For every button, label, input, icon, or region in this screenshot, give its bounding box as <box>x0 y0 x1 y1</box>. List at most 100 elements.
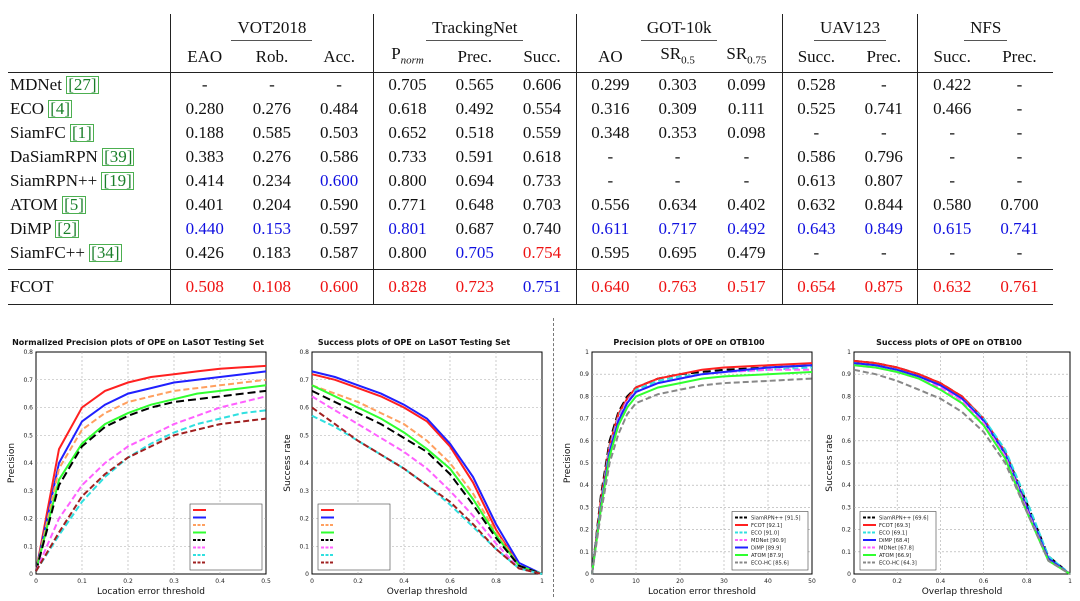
group-label: VOT2018 <box>231 16 313 41</box>
results-table-section: VOT2018 TrackingNet GOT-10k UAV123 NFS E… <box>0 0 1080 306</box>
table-cell: 0.402 <box>727 195 766 215</box>
metric-header-subscript: norm <box>400 54 424 67</box>
x-tick-label: 1 <box>1068 578 1072 585</box>
metric-header: Succ. <box>917 42 986 74</box>
x-tick-label: 10 <box>632 578 640 585</box>
table-cell: 0.276 <box>252 99 292 119</box>
results-table: VOT2018 TrackingNet GOT-10k UAV123 NFS E… <box>8 14 1053 306</box>
table-cell: 0.204 <box>252 195 292 215</box>
table-cell: 0.426 <box>170 241 239 270</box>
tracker-name-cell: DiMP [2] <box>8 217 171 241</box>
table-cell: 0.414 <box>170 169 239 194</box>
x-axis-label: Overlap threshold <box>387 587 468 597</box>
group-header-uav123: UAV123 <box>781 14 918 42</box>
table-cell: 0.234 <box>252 171 292 191</box>
table-cell: 0.648 <box>455 195 494 215</box>
citation-link[interactable]: [27] <box>66 75 99 95</box>
citation-link[interactable]: [34] <box>89 243 122 263</box>
table-cell: - <box>880 123 887 143</box>
plot-title: Success plots of OPE on LaSOT Testing Se… <box>317 338 511 347</box>
table-cell: 0.528 <box>781 72 851 98</box>
legend-label: MDNet [90.9] <box>751 538 786 544</box>
metric-header-subscript: 0.5 <box>681 54 695 67</box>
citation-number: 5 <box>69 195 79 215</box>
x-tick-label: 0.5 <box>261 578 271 585</box>
series-line <box>35 389 267 572</box>
metric-header: SR0.5 <box>644 42 712 74</box>
x-tick-label: 0 <box>590 578 594 585</box>
group-header-nfs: NFS <box>917 14 1053 42</box>
table-cell: 0.597 <box>320 219 359 239</box>
table-cell: - <box>575 169 645 194</box>
plot-title: Normalized Precision plots of OPE on LaS… <box>12 338 264 347</box>
series-line <box>311 395 543 575</box>
table-cell: 0.741 <box>1000 219 1039 239</box>
y-tick-label: 0 <box>847 571 851 578</box>
table-cell: 0.518 <box>455 123 494 143</box>
table-cell: - <box>880 75 887 95</box>
table-cell: 0.652 <box>372 121 442 146</box>
legend-label: MDNet [67.8] <box>879 546 914 552</box>
x-axis-label: Location error threshold <box>648 587 756 597</box>
table-cell: 0.632 <box>781 193 851 218</box>
y-tick-label: 1 <box>847 349 851 356</box>
table-cell: - <box>1016 75 1023 95</box>
x-axis-label: Location error threshold <box>97 587 205 597</box>
otb-success-chart: 0 0.2 0.4 0.6 0.8 1 0 0.1 0.2 0.3 0.4 0.5 0.6 0.7 0.8 0… <box>825 349 1072 597</box>
table-cell: 0.492 <box>727 219 766 239</box>
table-cell: 0.586 <box>320 147 359 167</box>
table-cell: - <box>781 241 851 270</box>
table-cell: 0.751 <box>508 269 577 306</box>
y-axis-label: Precision <box>7 443 17 483</box>
table-cell: 0.754 <box>522 243 562 263</box>
table-cell: 0.153 <box>252 219 292 239</box>
table-cell: 0.828 <box>372 269 442 306</box>
lasot-precision-chart: 0 0.1 0.2 0.3 0.4 0.5 0 0.1 0.2 0.3 0.4 0.5 0.6 0.7 0.… <box>7 349 271 597</box>
table-cell: 0.108 <box>238 269 306 306</box>
citation-link[interactable]: [19] <box>101 171 134 191</box>
citation-link[interactable]: [2] <box>55 219 80 239</box>
y-tick-label: 0.7 <box>299 377 309 384</box>
x-tick-label: 20 <box>676 578 684 585</box>
citation-number: 34 <box>96 243 114 263</box>
table-cell: 0.590 <box>320 195 359 215</box>
table-cell: 0.316 <box>575 97 645 122</box>
series-line <box>311 373 543 575</box>
citation-link[interactable]: [1] <box>70 123 94 143</box>
table-cell: - <box>1016 243 1023 263</box>
x-tick-label: 0 <box>34 578 38 585</box>
table-cell: - <box>1016 147 1023 167</box>
x-axis-label: Overlap threshold <box>922 587 1003 597</box>
table-cell: 0.733 <box>372 145 442 170</box>
table-cell: 0.634 <box>658 195 697 215</box>
table-group-header-row: VOT2018 TrackingNet GOT-10k UAV123 NFS <box>8 14 1053 42</box>
tracker-name: SiamFC <box>10 123 66 143</box>
table-cell: 0.587 <box>320 243 359 263</box>
tracker-name-cell: SiamRPN++ [19] <box>8 169 171 193</box>
y-tick-label: 0.7 <box>841 416 851 423</box>
citation-number: 39 <box>109 147 127 167</box>
table-cell: 0.796 <box>864 147 903 167</box>
series-line <box>35 384 267 572</box>
table-cell: 0.705 <box>372 72 442 98</box>
table-cell: - <box>743 147 750 167</box>
series-line <box>35 364 267 572</box>
table-cell: 0.401 <box>170 193 239 218</box>
table-cell: 0.800 <box>372 169 442 194</box>
table-cell: 0.595 <box>575 241 645 270</box>
citation-link[interactable]: [4] <box>48 99 73 119</box>
tracker-name-cell: SiamFC++ [34] <box>8 241 171 270</box>
group-header-vot2018: VOT2018 <box>170 14 374 42</box>
table-cell: - <box>1016 171 1023 191</box>
y-axis-label: Success rate <box>825 434 835 492</box>
citation-link[interactable]: [39] <box>102 147 135 167</box>
y-tick-label: 0.6 <box>579 438 589 445</box>
series-line <box>35 378 267 572</box>
table-cell: 0.615 <box>917 217 986 242</box>
citation-link[interactable]: [5] <box>62 195 86 215</box>
x-tick-label: 0 <box>852 578 856 585</box>
legend-label: ATOM [87.9] <box>751 553 783 559</box>
table-cell: 0.741 <box>864 99 903 119</box>
y-tick-label: 0.3 <box>23 488 33 495</box>
x-tick-label: 0.2 <box>353 578 363 585</box>
